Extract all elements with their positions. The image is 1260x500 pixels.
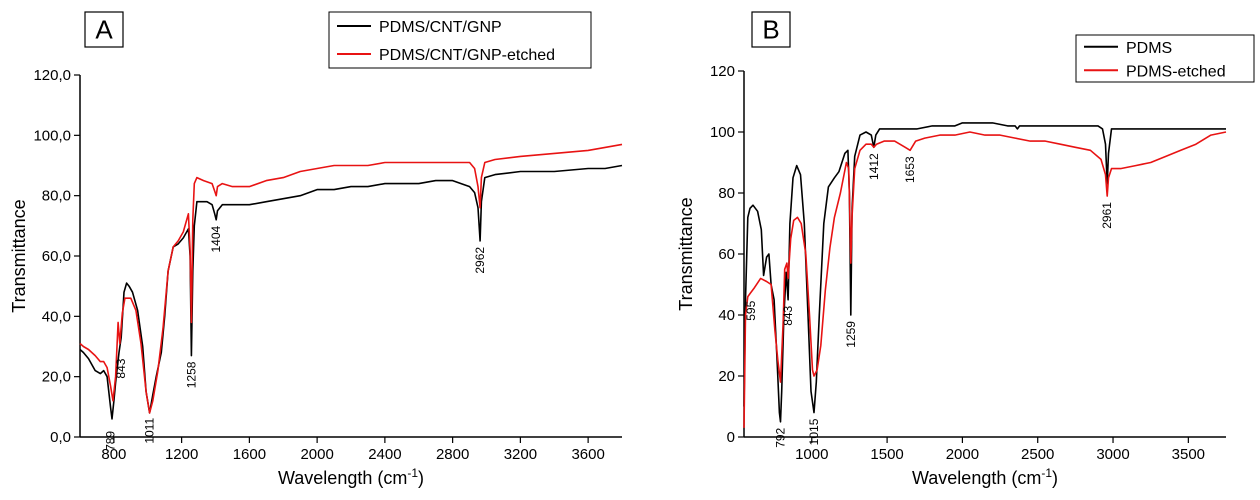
- x-tick-label: 1500: [870, 446, 903, 463]
- y-tick-label: 100,0: [33, 127, 71, 144]
- peak-label: 2961: [1100, 202, 1114, 229]
- series-line-2: [79, 143, 623, 414]
- x-tick-label: 3000: [1096, 446, 1129, 463]
- chart-panel-B: 0 20 40 60 80 100 120 1000 1500 2000 2500 3000 3500 5…: [676, 11, 1255, 488]
- y-tick-label: 60,0: [42, 248, 71, 265]
- panel-label-box: [751, 11, 791, 48]
- x-tick-label: 2500: [1021, 446, 1054, 463]
- x-axis-label: Wavelength (cm-1): [912, 466, 1058, 488]
- y-tick-label: 80,0: [42, 188, 71, 205]
- x-tick-label: 3500: [1172, 446, 1205, 463]
- y-axis-label: Transmittance: [9, 199, 29, 312]
- peak-label: 1653: [903, 156, 917, 183]
- x-tick-label: 1200: [165, 446, 198, 463]
- y-tick-label: 60: [718, 246, 735, 263]
- x-tick-label: 3200: [504, 446, 537, 463]
- peak-label: 595: [744, 300, 758, 320]
- panel-label: A: [95, 15, 113, 45]
- legend-label: PDMS: [1126, 40, 1172, 57]
- peak-label: 1011: [143, 418, 157, 444]
- peak-label: 1259: [844, 321, 858, 348]
- x-tick-label: 2400: [368, 446, 401, 463]
- x-tick-label: 1600: [233, 446, 266, 463]
- x-tick-label: 2000: [946, 446, 979, 463]
- peak-label: 1258: [184, 361, 198, 388]
- peak-label: 789: [103, 431, 117, 451]
- series-line-2: [743, 131, 1227, 428]
- peak-label: 843: [114, 358, 128, 378]
- series-line-1: [743, 122, 1226, 423]
- x-axis-label: Wavelength (cm-1): [278, 466, 424, 488]
- y-tick-label: 120: [710, 63, 735, 80]
- y-tick-label: 40,0: [42, 308, 71, 325]
- legend-label: PDMS/CNT/GNP-etched: [379, 47, 555, 64]
- x-tick-label: 2800: [436, 446, 469, 463]
- legend: PDMS PDMS-etched: [1075, 34, 1255, 83]
- y-tick-label: 100: [710, 124, 735, 141]
- peak-label: 1015: [807, 418, 821, 445]
- x-tick-label: 3600: [571, 446, 604, 463]
- legend-label: PDMS/CNT/GNP: [379, 19, 502, 36]
- x-tick-label: 1000: [795, 446, 828, 463]
- series-line-1: [79, 164, 623, 420]
- legend-label: PDMS-etched: [1126, 63, 1226, 80]
- y-tick-label: 80: [718, 185, 735, 202]
- peak-label: 2962: [473, 247, 487, 274]
- panel-label: B: [762, 15, 779, 45]
- panel-label-box: [84, 11, 124, 48]
- y-tick-label: 0: [727, 429, 735, 446]
- y-tick-label: 120,0: [33, 67, 71, 84]
- legend-box: [328, 11, 592, 69]
- x-tick-label: 2000: [300, 446, 333, 463]
- peak-label: 1404: [209, 225, 223, 252]
- peak-label: 1412: [867, 153, 881, 180]
- y-tick-label: 0,0: [50, 429, 71, 446]
- peak-label: 843: [781, 305, 795, 325]
- x-tick-label: 800: [101, 446, 126, 463]
- legend-box: [1075, 34, 1255, 83]
- y-tick-label: 20: [718, 368, 735, 385]
- y-tick-label: 40: [718, 307, 735, 324]
- chart-panel-A: 0,0 20,0 40,0 60,0 80,0 100,0 120,0 800 1200 1600…: [9, 11, 623, 488]
- y-tick-label: 20,0: [42, 369, 71, 386]
- legend: PDMS/CNT/GNP PDMS/CNT/GNP-etched: [328, 11, 592, 69]
- peak-label: 792: [773, 427, 787, 447]
- y-axis-label: Transmittance: [676, 197, 696, 310]
